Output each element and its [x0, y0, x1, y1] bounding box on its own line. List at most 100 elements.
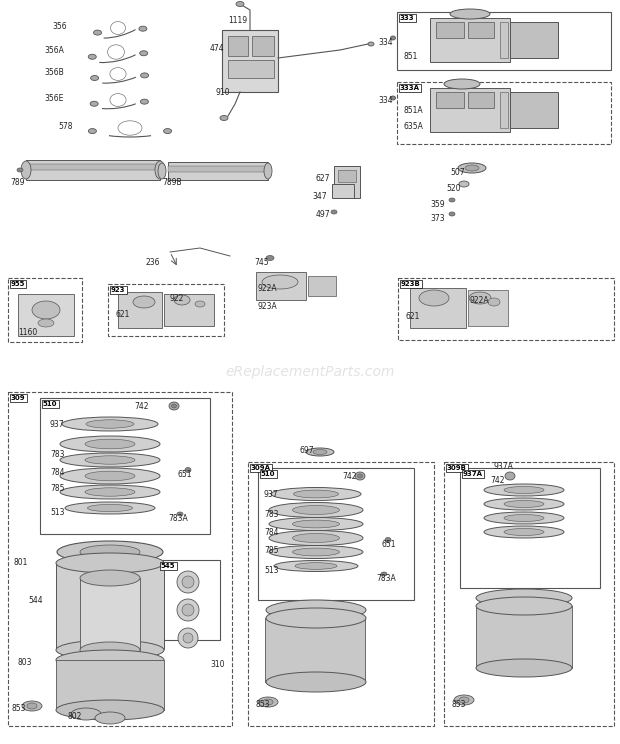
Ellipse shape — [88, 54, 96, 60]
Ellipse shape — [355, 472, 365, 480]
Text: 1119: 1119 — [228, 16, 247, 25]
Bar — [80, 578, 140, 650]
Ellipse shape — [85, 488, 135, 496]
Ellipse shape — [264, 163, 272, 179]
Ellipse shape — [262, 275, 298, 289]
Ellipse shape — [177, 571, 199, 593]
Ellipse shape — [95, 712, 125, 724]
Ellipse shape — [90, 101, 98, 106]
Ellipse shape — [22, 701, 42, 711]
Ellipse shape — [391, 96, 396, 100]
Ellipse shape — [139, 26, 147, 31]
Ellipse shape — [505, 472, 515, 480]
Text: 851: 851 — [404, 52, 418, 61]
Bar — [476, 606, 572, 668]
Ellipse shape — [269, 530, 363, 545]
Ellipse shape — [419, 290, 449, 306]
Ellipse shape — [469, 292, 491, 304]
Ellipse shape — [269, 518, 363, 530]
Text: 742: 742 — [342, 472, 356, 481]
Ellipse shape — [293, 533, 340, 542]
Ellipse shape — [484, 526, 564, 538]
Ellipse shape — [266, 608, 366, 628]
Text: 578: 578 — [58, 122, 73, 131]
Text: 333: 333 — [400, 15, 415, 21]
Text: 621: 621 — [116, 310, 130, 319]
Text: 334: 334 — [378, 38, 392, 47]
Text: 545: 545 — [161, 563, 175, 569]
Ellipse shape — [140, 51, 148, 56]
Ellipse shape — [56, 640, 164, 660]
Ellipse shape — [57, 541, 163, 563]
Bar — [334, 166, 360, 198]
Text: 474: 474 — [210, 44, 224, 53]
Bar — [56, 660, 164, 710]
Text: 520: 520 — [446, 184, 461, 193]
Text: 937: 937 — [50, 420, 64, 429]
Ellipse shape — [60, 485, 160, 499]
Text: 923: 923 — [111, 287, 125, 293]
Ellipse shape — [155, 161, 165, 179]
Text: 513: 513 — [50, 508, 64, 517]
Ellipse shape — [476, 589, 572, 607]
Ellipse shape — [87, 504, 133, 512]
Text: 922A: 922A — [470, 296, 490, 305]
Text: 937A: 937A — [463, 471, 483, 477]
Text: 507: 507 — [450, 168, 464, 177]
Ellipse shape — [444, 79, 480, 89]
Ellipse shape — [21, 161, 31, 179]
Bar — [397, 82, 611, 144]
Text: 853: 853 — [452, 700, 466, 709]
Text: 803: 803 — [18, 658, 32, 667]
Text: 937: 937 — [264, 490, 278, 499]
Ellipse shape — [80, 545, 140, 559]
Text: 783A: 783A — [168, 514, 188, 523]
Ellipse shape — [449, 212, 455, 216]
Text: 697: 697 — [300, 446, 314, 455]
Ellipse shape — [368, 42, 374, 46]
Bar — [26, 160, 160, 180]
Ellipse shape — [306, 448, 334, 456]
Ellipse shape — [80, 570, 140, 586]
Text: 922A: 922A — [258, 284, 278, 293]
Text: 334: 334 — [378, 96, 392, 105]
Bar — [158, 560, 220, 640]
Ellipse shape — [484, 498, 564, 510]
Text: 784: 784 — [50, 468, 64, 477]
Text: 783A: 783A — [376, 574, 396, 583]
Ellipse shape — [62, 417, 158, 431]
Bar — [500, 92, 508, 128]
Bar — [510, 92, 558, 128]
Ellipse shape — [459, 181, 469, 187]
Ellipse shape — [293, 520, 340, 528]
Text: 801: 801 — [14, 558, 29, 567]
Text: 236: 236 — [146, 258, 161, 267]
Ellipse shape — [269, 502, 363, 518]
Ellipse shape — [269, 545, 363, 559]
Ellipse shape — [172, 404, 177, 408]
Ellipse shape — [476, 597, 572, 615]
Ellipse shape — [293, 548, 340, 556]
Text: 309: 309 — [11, 395, 25, 401]
Text: 651: 651 — [382, 540, 397, 549]
Ellipse shape — [178, 628, 198, 648]
Text: 937A: 937A — [494, 462, 514, 471]
Ellipse shape — [56, 650, 164, 670]
Text: 910: 910 — [216, 88, 231, 97]
Bar — [118, 292, 162, 328]
Ellipse shape — [177, 599, 199, 621]
Ellipse shape — [60, 468, 160, 484]
Ellipse shape — [266, 255, 274, 260]
Ellipse shape — [158, 163, 166, 179]
Ellipse shape — [484, 484, 564, 496]
Text: 309A: 309A — [251, 465, 271, 471]
Text: 742: 742 — [490, 476, 505, 485]
Text: 922: 922 — [170, 294, 184, 303]
Bar — [164, 294, 214, 326]
Text: 310: 310 — [210, 660, 224, 669]
Text: 789: 789 — [10, 178, 25, 187]
Text: 955: 955 — [11, 281, 25, 287]
Text: 309B: 309B — [447, 465, 467, 471]
Ellipse shape — [183, 633, 193, 643]
Text: 356: 356 — [52, 22, 66, 31]
